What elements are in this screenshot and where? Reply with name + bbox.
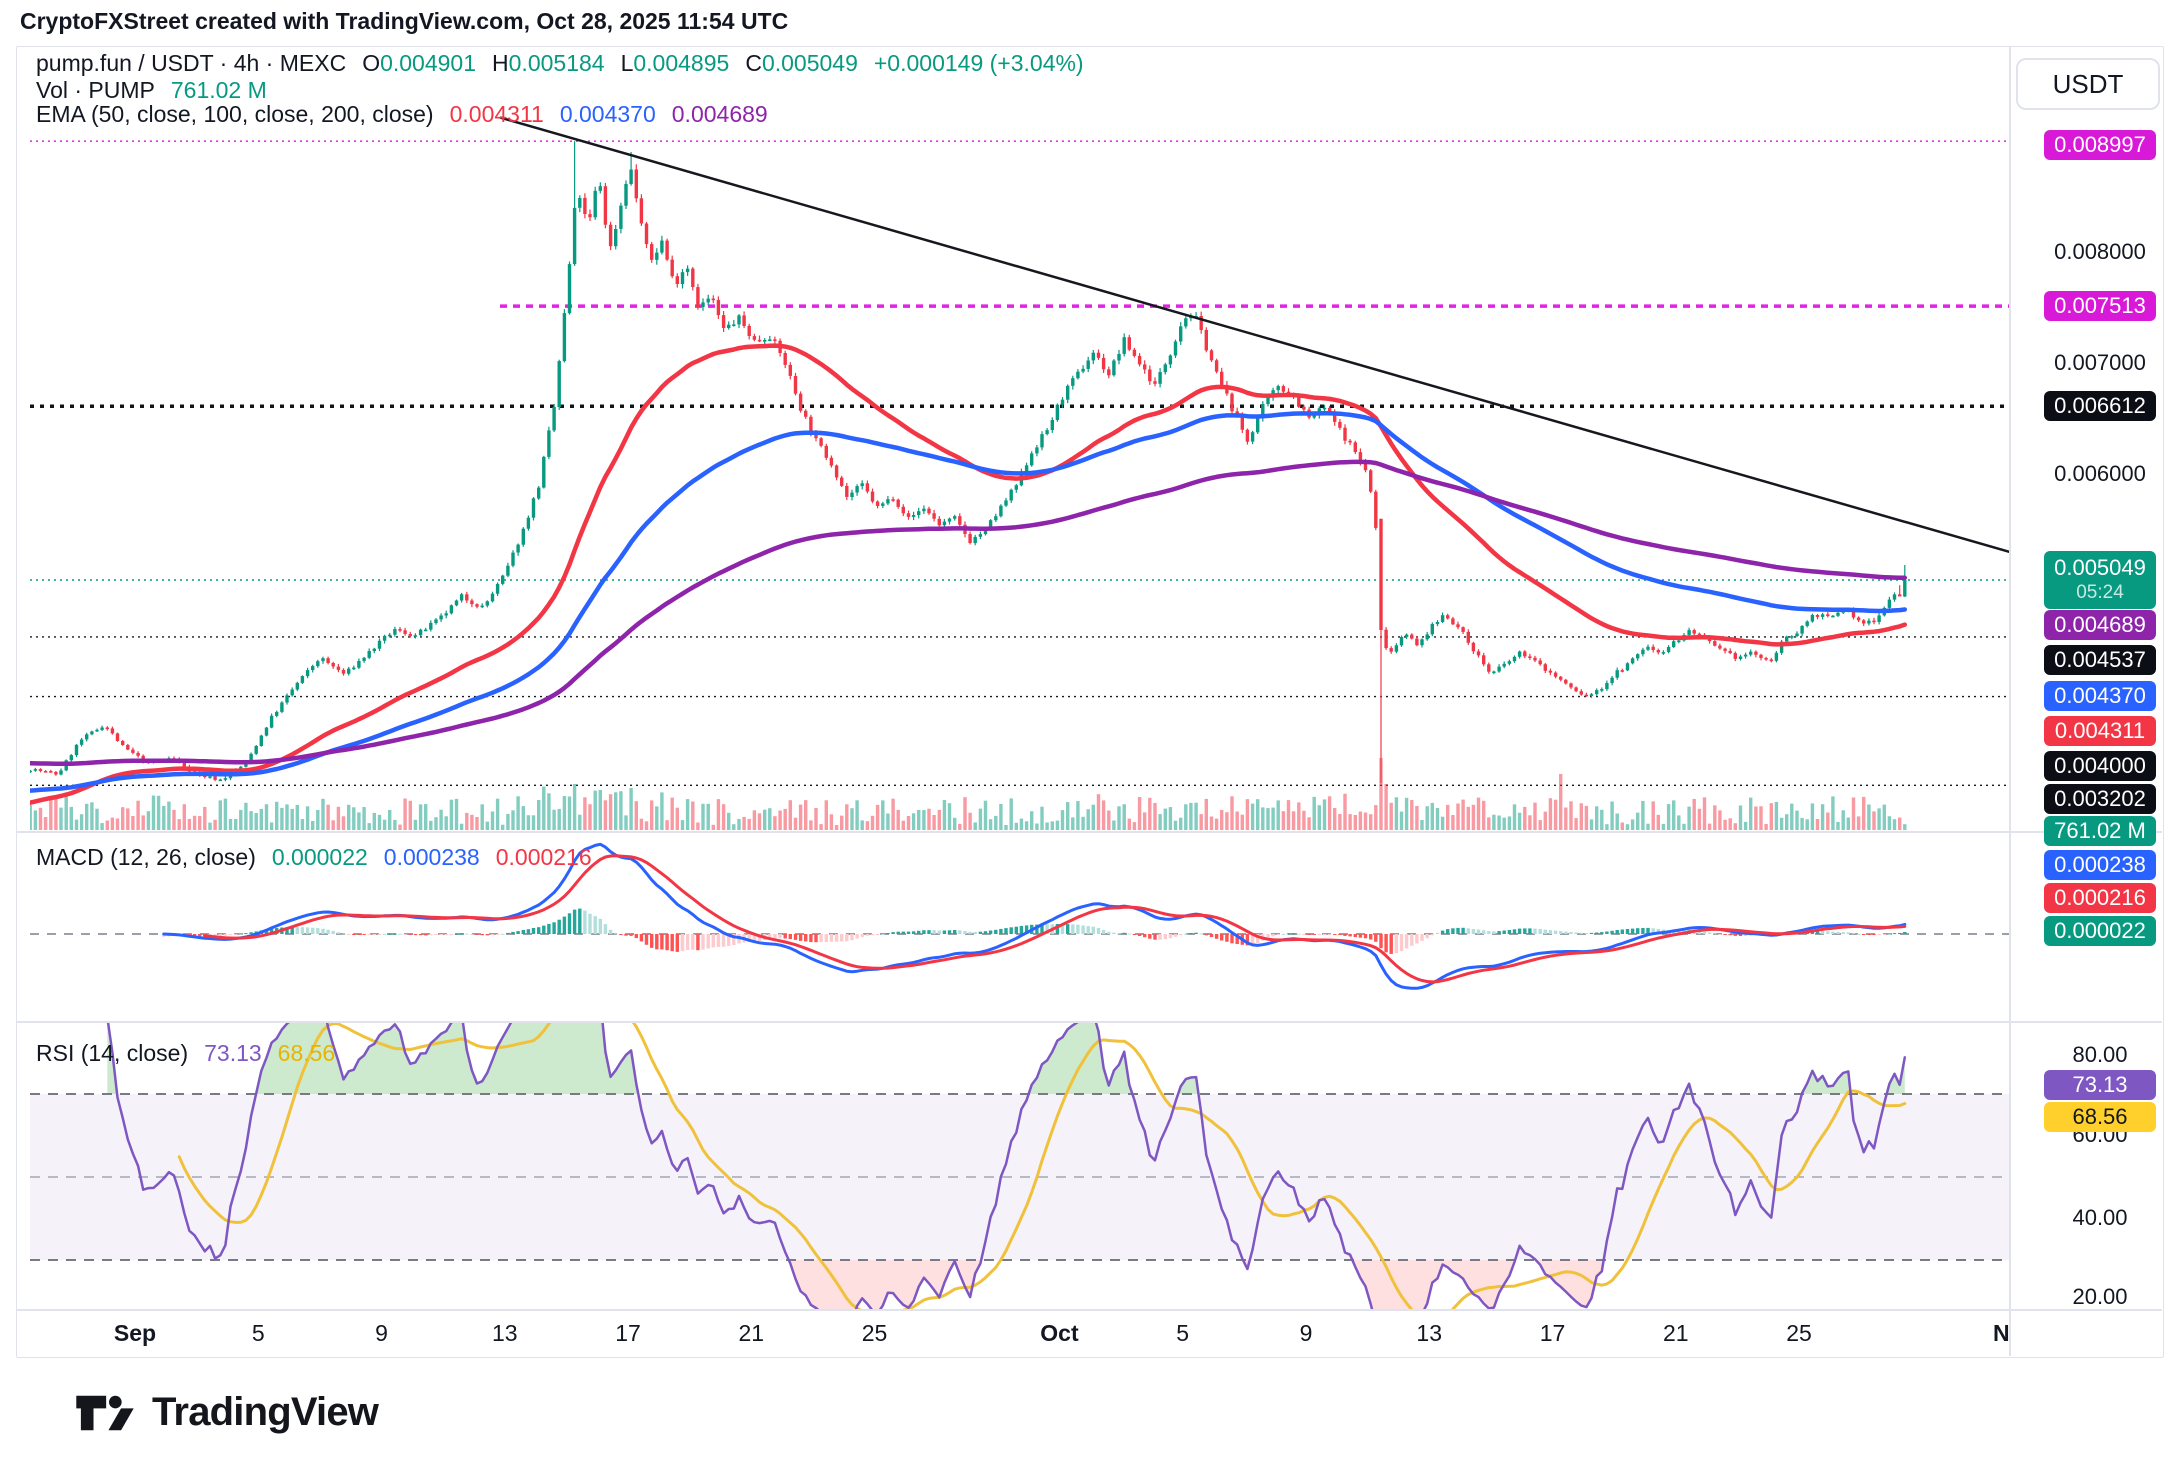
rsi-line [106, 1022, 1907, 1310]
main-pane [30, 116, 2010, 830]
candlestick-series [30, 141, 1907, 784]
watermark-headline: CryptoFXStreet created with TradingView.… [20, 8, 789, 34]
macd-pane [30, 842, 2010, 990]
rsi-ma-line [177, 1022, 1907, 1310]
descending-trendline [499, 116, 2010, 554]
ema100-line [30, 411, 1908, 793]
volume-series [30, 758, 1907, 830]
ema200-line [30, 459, 1908, 767]
ema50-line [30, 343, 1908, 805]
macd-signal-line [203, 854, 1907, 984]
chart-card [16, 46, 2164, 1358]
rsi-pane [30, 1022, 2010, 1310]
currency-toggle-button[interactable]: USDT [2016, 58, 2160, 110]
